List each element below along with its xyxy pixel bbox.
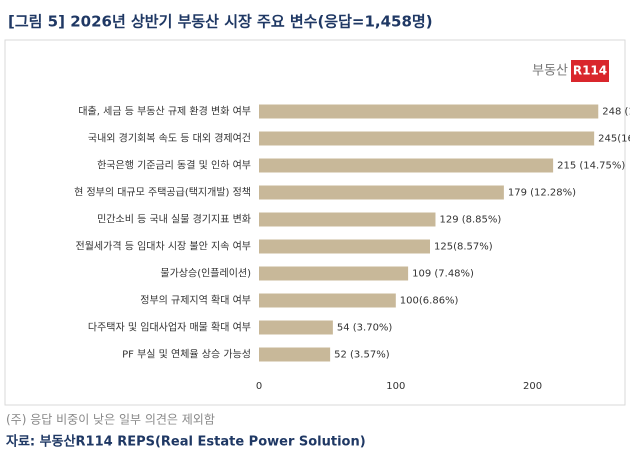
value-label: 52 (3.57%) — [334, 350, 390, 361]
logo-box — [571, 60, 609, 82]
bar — [259, 104, 599, 119]
bar — [259, 293, 396, 308]
value-label: 100(6.86%) — [400, 296, 459, 307]
y-tick-label: 한국은행 기준금리 동결 및 인하 여부 — [97, 159, 251, 172]
value-label: 215 (14.75%) — [557, 161, 625, 172]
bar — [259, 347, 331, 362]
y-tick-label: 정부의 규제지역 확대 여부 — [140, 295, 251, 307]
value-label: 129 (8.85%) — [439, 215, 501, 226]
y-tick-label: PF 부실 및 연체율 상승 가능성 — [122, 349, 251, 361]
bar — [259, 239, 430, 254]
bar — [259, 158, 554, 173]
value-label: 54 (3.70%) — [337, 323, 393, 334]
bar — [259, 212, 436, 227]
y-tick-label: 민간소비 등 국내 실물 경기지표 변화 — [97, 213, 251, 226]
note: (주) 응답 비중이 낮은 일부 의견은 제외함 — [6, 413, 215, 427]
y-tick-label: 현 정부의 대규모 주택공급(택지개발) 정책 — [74, 187, 251, 199]
y-tick-label: 국내외 경기회복 속도 등 대외 경제여건 — [88, 132, 251, 145]
logo-text: 부동산 — [532, 64, 568, 79]
x-tick-label: 200 — [523, 381, 542, 392]
x-tick-label: 0 — [256, 381, 262, 392]
value-label: 179 (12.28%) — [508, 188, 576, 199]
y-tick-label: 물가상승(인플레이션) — [160, 268, 251, 280]
logo-mark: R114 — [573, 64, 607, 78]
source: 자료: 부동산R114 REPS(Real Estate Power Solut… — [6, 434, 366, 450]
chart-title: [그림 5] 2026년 상반기 부동산 시장 주요 변수(응답=1,458명) — [8, 13, 433, 31]
bar — [259, 266, 409, 281]
bar — [259, 320, 333, 335]
bar — [259, 131, 595, 146]
y-tick-label: 다주택자 및 임대사업자 매물 확대 여부 — [88, 321, 251, 334]
value-label: 245(16.80%) — [598, 134, 630, 145]
value-label: 109 (7.48%) — [412, 269, 474, 280]
y-tick-label: 대출, 세금 등 부동산 규제 환경 변화 여부 — [78, 105, 251, 118]
value-label: 248 (17.01%) — [602, 107, 630, 118]
chart-frame — [4, 39, 626, 406]
x-tick-label: 100 — [386, 381, 405, 392]
value-label: 125(8.57%) — [434, 242, 493, 253]
bar — [259, 185, 504, 200]
y-tick-label: 전월세가격 등 임대차 시장 불안 지속 여부 — [76, 240, 251, 253]
